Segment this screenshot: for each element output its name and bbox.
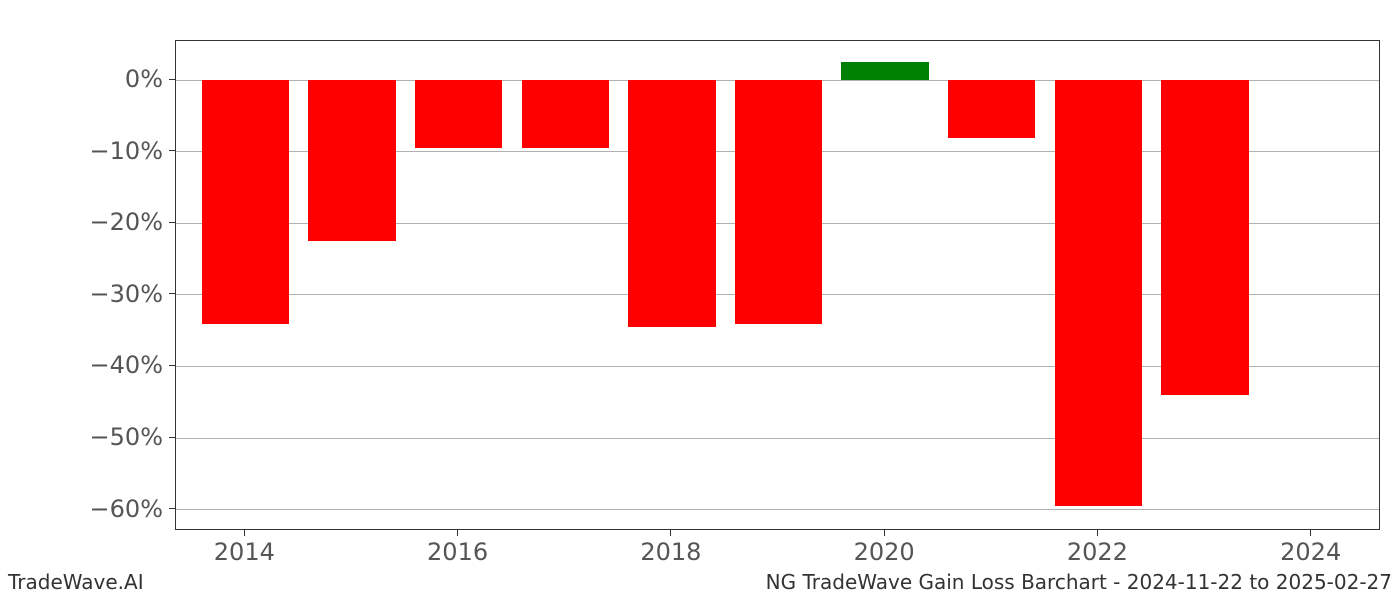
y-axis-tick-label: −30% <box>90 280 163 308</box>
grid-line <box>176 509 1379 510</box>
x-tick-mark <box>244 530 245 536</box>
footer-caption: NG TradeWave Gain Loss Barchart - 2024-1… <box>766 570 1392 594</box>
x-axis-tick-label: 2018 <box>640 538 701 566</box>
x-axis-tick-label: 2016 <box>427 538 488 566</box>
bar <box>1055 80 1142 506</box>
y-tick-mark <box>169 365 175 366</box>
footer-brand: TradeWave.AI <box>8 570 144 594</box>
x-axis-tick-label: 2024 <box>1280 538 1341 566</box>
x-tick-mark <box>1310 530 1311 536</box>
x-axis-tick-label: 2014 <box>214 538 275 566</box>
bar <box>841 62 928 80</box>
bar <box>948 80 1035 137</box>
x-tick-mark <box>884 530 885 536</box>
bar <box>202 80 289 323</box>
x-axis-tick-label: 2020 <box>854 538 915 566</box>
y-axis-tick-label: −60% <box>90 495 163 523</box>
y-tick-mark <box>169 293 175 294</box>
bar <box>522 80 609 148</box>
x-tick-mark <box>1097 530 1098 536</box>
y-tick-mark <box>169 150 175 151</box>
chart-plot-area <box>175 40 1380 530</box>
bar <box>415 80 502 148</box>
y-axis-tick-label: −40% <box>90 351 163 379</box>
x-axis-tick-label: 2022 <box>1067 538 1128 566</box>
bar <box>735 80 822 323</box>
bar <box>308 80 395 241</box>
y-tick-mark <box>169 222 175 223</box>
bar <box>628 80 715 327</box>
y-axis-tick-label: −20% <box>90 208 163 236</box>
grid-line <box>176 438 1379 439</box>
bar <box>1161 80 1248 395</box>
y-tick-mark <box>169 79 175 80</box>
x-tick-mark <box>457 530 458 536</box>
y-axis-tick-label: −10% <box>90 137 163 165</box>
x-tick-mark <box>670 530 671 536</box>
y-tick-mark <box>169 437 175 438</box>
y-axis-tick-label: −50% <box>90 423 163 451</box>
y-tick-mark <box>169 508 175 509</box>
y-axis-tick-label: 0% <box>125 65 163 93</box>
